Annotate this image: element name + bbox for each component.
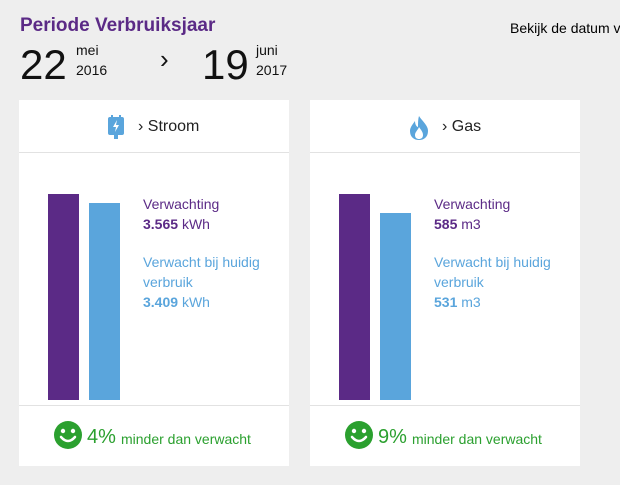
gas-current-value: 531 m3 [434, 294, 481, 310]
gas-percentage: 9% [378, 426, 407, 448]
stroom-card-header[interactable]: › Stroom [19, 100, 289, 153]
gas-percentage-text: minder dan verwacht [412, 431, 542, 447]
gas-card: › Gas Verwachting 585 m3 Verwacht bij hu… [310, 100, 580, 466]
end-day: 19 [202, 41, 249, 88]
smiley-icon [344, 420, 374, 455]
stroom-current-label-2: verbruik [143, 274, 193, 290]
stroom-expected-label: Verwachting [143, 196, 220, 212]
gas-card-header[interactable]: › Gas [310, 100, 580, 153]
flame-icon [408, 115, 430, 146]
gas-current-label-2: verbruik [434, 274, 484, 290]
start-day: 22 [20, 41, 67, 88]
gas-footer: 9% minder dan verwacht [310, 405, 580, 467]
stroom-footer: 4% minder dan verwacht [19, 405, 289, 467]
gas-expected-label: Verwachting [434, 196, 511, 212]
start-year: 2016 [76, 62, 108, 78]
stroom-card: › Stroom Verwachting 3.565 kWh Verwacht … [19, 100, 289, 466]
smiley-icon [53, 420, 83, 455]
stroom-current-bar [89, 203, 120, 400]
stroom-expected-value: 3.565 kWh [143, 216, 210, 232]
start-month: mei [76, 42, 99, 58]
end-month: juni [256, 42, 278, 58]
arrow-icon: › [160, 44, 169, 74]
period-header: Periode Verbruiksjaar Bekijk de datum v … [0, 0, 620, 100]
stroom-percentage: 4% [87, 426, 116, 448]
gas-expected-value: 585 m3 [434, 216, 481, 232]
stroom-current-label: Verwacht bij huidig [143, 254, 260, 270]
gas-expected-bar [339, 194, 370, 400]
period-title: Periode Verbruiksjaar [20, 15, 216, 36]
gas-current-label: Verwacht bij huidig [434, 254, 551, 270]
gas-title: › Gas [442, 118, 482, 135]
end-year: 2017 [256, 62, 288, 78]
stroom-current-value: 3.409 kWh [143, 294, 210, 310]
stroom-expected-bar [48, 194, 79, 400]
stroom-percentage-text: minder dan verwacht [121, 431, 251, 447]
plug-icon [106, 115, 126, 144]
stroom-title: › Stroom [138, 118, 200, 135]
view-date-link[interactable]: Bekijk de datum v [510, 20, 620, 36]
gas-current-bar [380, 213, 411, 400]
